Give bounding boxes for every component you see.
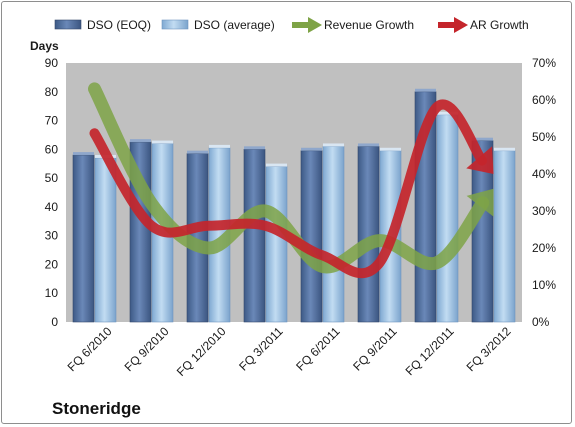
x-tick-label: FQ 3/2011 xyxy=(236,324,286,374)
y2-axis-ticks: 0% 10% 20% 30% 40% 50% 60% 70% xyxy=(532,56,556,329)
bar-top-highlight xyxy=(472,137,493,141)
ar-growth-line xyxy=(89,99,488,279)
bar-top-highlight xyxy=(152,140,173,144)
y-tick-label: 90 xyxy=(45,56,59,70)
y-axis-title: Days xyxy=(30,39,59,53)
y-tick-label: 10 xyxy=(45,286,59,300)
bar-dso-average xyxy=(322,146,345,323)
y-tick-label: 60 xyxy=(45,142,59,156)
y2-tick-label: 40% xyxy=(532,167,556,181)
y2-tick-label: 20% xyxy=(532,241,556,255)
bar-top-highlight xyxy=(266,163,287,167)
bar-dso-average xyxy=(265,166,288,323)
y2-tick-label: 0% xyxy=(532,315,550,329)
y2-tick-label: 10% xyxy=(532,278,556,292)
y2-tick-label: 50% xyxy=(532,130,556,144)
company-name: Stoneridge xyxy=(52,399,141,418)
revenue-growth-arrow-head xyxy=(466,188,494,217)
bar-top-highlight xyxy=(323,143,344,147)
y-tick-label: 0 xyxy=(51,315,58,329)
y2-tick-label: 70% xyxy=(532,56,556,70)
legend-arrow-ar-growth xyxy=(454,17,468,33)
bar-top-highlight xyxy=(437,111,458,115)
x-tick-label: FQ 12/2010 xyxy=(174,324,229,379)
bar-top-highlight xyxy=(415,88,436,92)
bar-top-highlight xyxy=(301,147,322,151)
y-tick-label: 40 xyxy=(45,200,59,214)
y-tick-label: 20 xyxy=(45,257,59,271)
bar-top-highlight xyxy=(209,144,230,148)
bar-top-highlight xyxy=(494,147,515,151)
legend-label-dso-average-: DSO (average) xyxy=(194,18,275,32)
legend-arrow-revenue-growth xyxy=(308,17,322,33)
bar-top-highlight xyxy=(187,150,208,154)
y2-tick-label: 60% xyxy=(532,93,556,107)
legend-label-revenue-growth: Revenue Growth xyxy=(324,18,414,32)
bar-dso-eoq xyxy=(72,154,95,323)
y-axis-ticks: 0 10 20 30 40 50 60 70 80 90 xyxy=(45,56,59,329)
y2-tick-label: 30% xyxy=(532,204,556,218)
legend-label-ar-growth: AR Growth xyxy=(470,18,529,32)
bar-top-highlight xyxy=(130,139,151,143)
bar-top-highlight xyxy=(380,147,401,151)
growth-lines xyxy=(88,82,494,279)
x-axis-ticks: FQ 6/2010 FQ 9/2010 FQ 12/2010 FQ 3/2011 FQ … xyxy=(65,324,514,379)
x-tick-label: FQ 9/2011 xyxy=(350,324,400,374)
x-tick-label: FQ 3/2012 xyxy=(464,324,514,374)
bar-top-highlight xyxy=(358,143,379,147)
bar-dso-eoq xyxy=(300,150,323,323)
bar-dso-eoq xyxy=(243,149,266,323)
legend-swatch-dso-average- xyxy=(161,19,189,30)
bar-dso-average xyxy=(94,157,117,323)
x-tick-label: FQ 6/2011 xyxy=(293,324,343,374)
y-tick-label: 80 xyxy=(45,85,59,99)
x-tick-label: FQ 9/2010 xyxy=(122,324,172,374)
bar-top-highlight xyxy=(244,146,265,150)
bar-dso-average xyxy=(436,114,459,323)
bar-dso-average xyxy=(493,150,516,323)
bar-top-highlight xyxy=(73,152,94,156)
legend-swatch-dso-eoq- xyxy=(54,19,82,30)
legend: DSO (EOQ) DSO (average) Revenue Growth AR G… xyxy=(54,17,529,33)
y-tick-label: 30 xyxy=(45,229,59,243)
y-tick-label: 50 xyxy=(45,171,59,185)
revenue-growth-line xyxy=(88,82,490,274)
y-tick-label: 70 xyxy=(45,114,59,128)
x-tick-label: FQ 6/2010 xyxy=(65,324,115,374)
ar-growth-arrow-head xyxy=(466,146,494,174)
x-tick-label: FQ 12/2011 xyxy=(403,324,457,378)
bar-dso-eoq xyxy=(357,146,380,323)
legend-label-dso-eoq-: DSO (EOQ) xyxy=(87,18,151,32)
